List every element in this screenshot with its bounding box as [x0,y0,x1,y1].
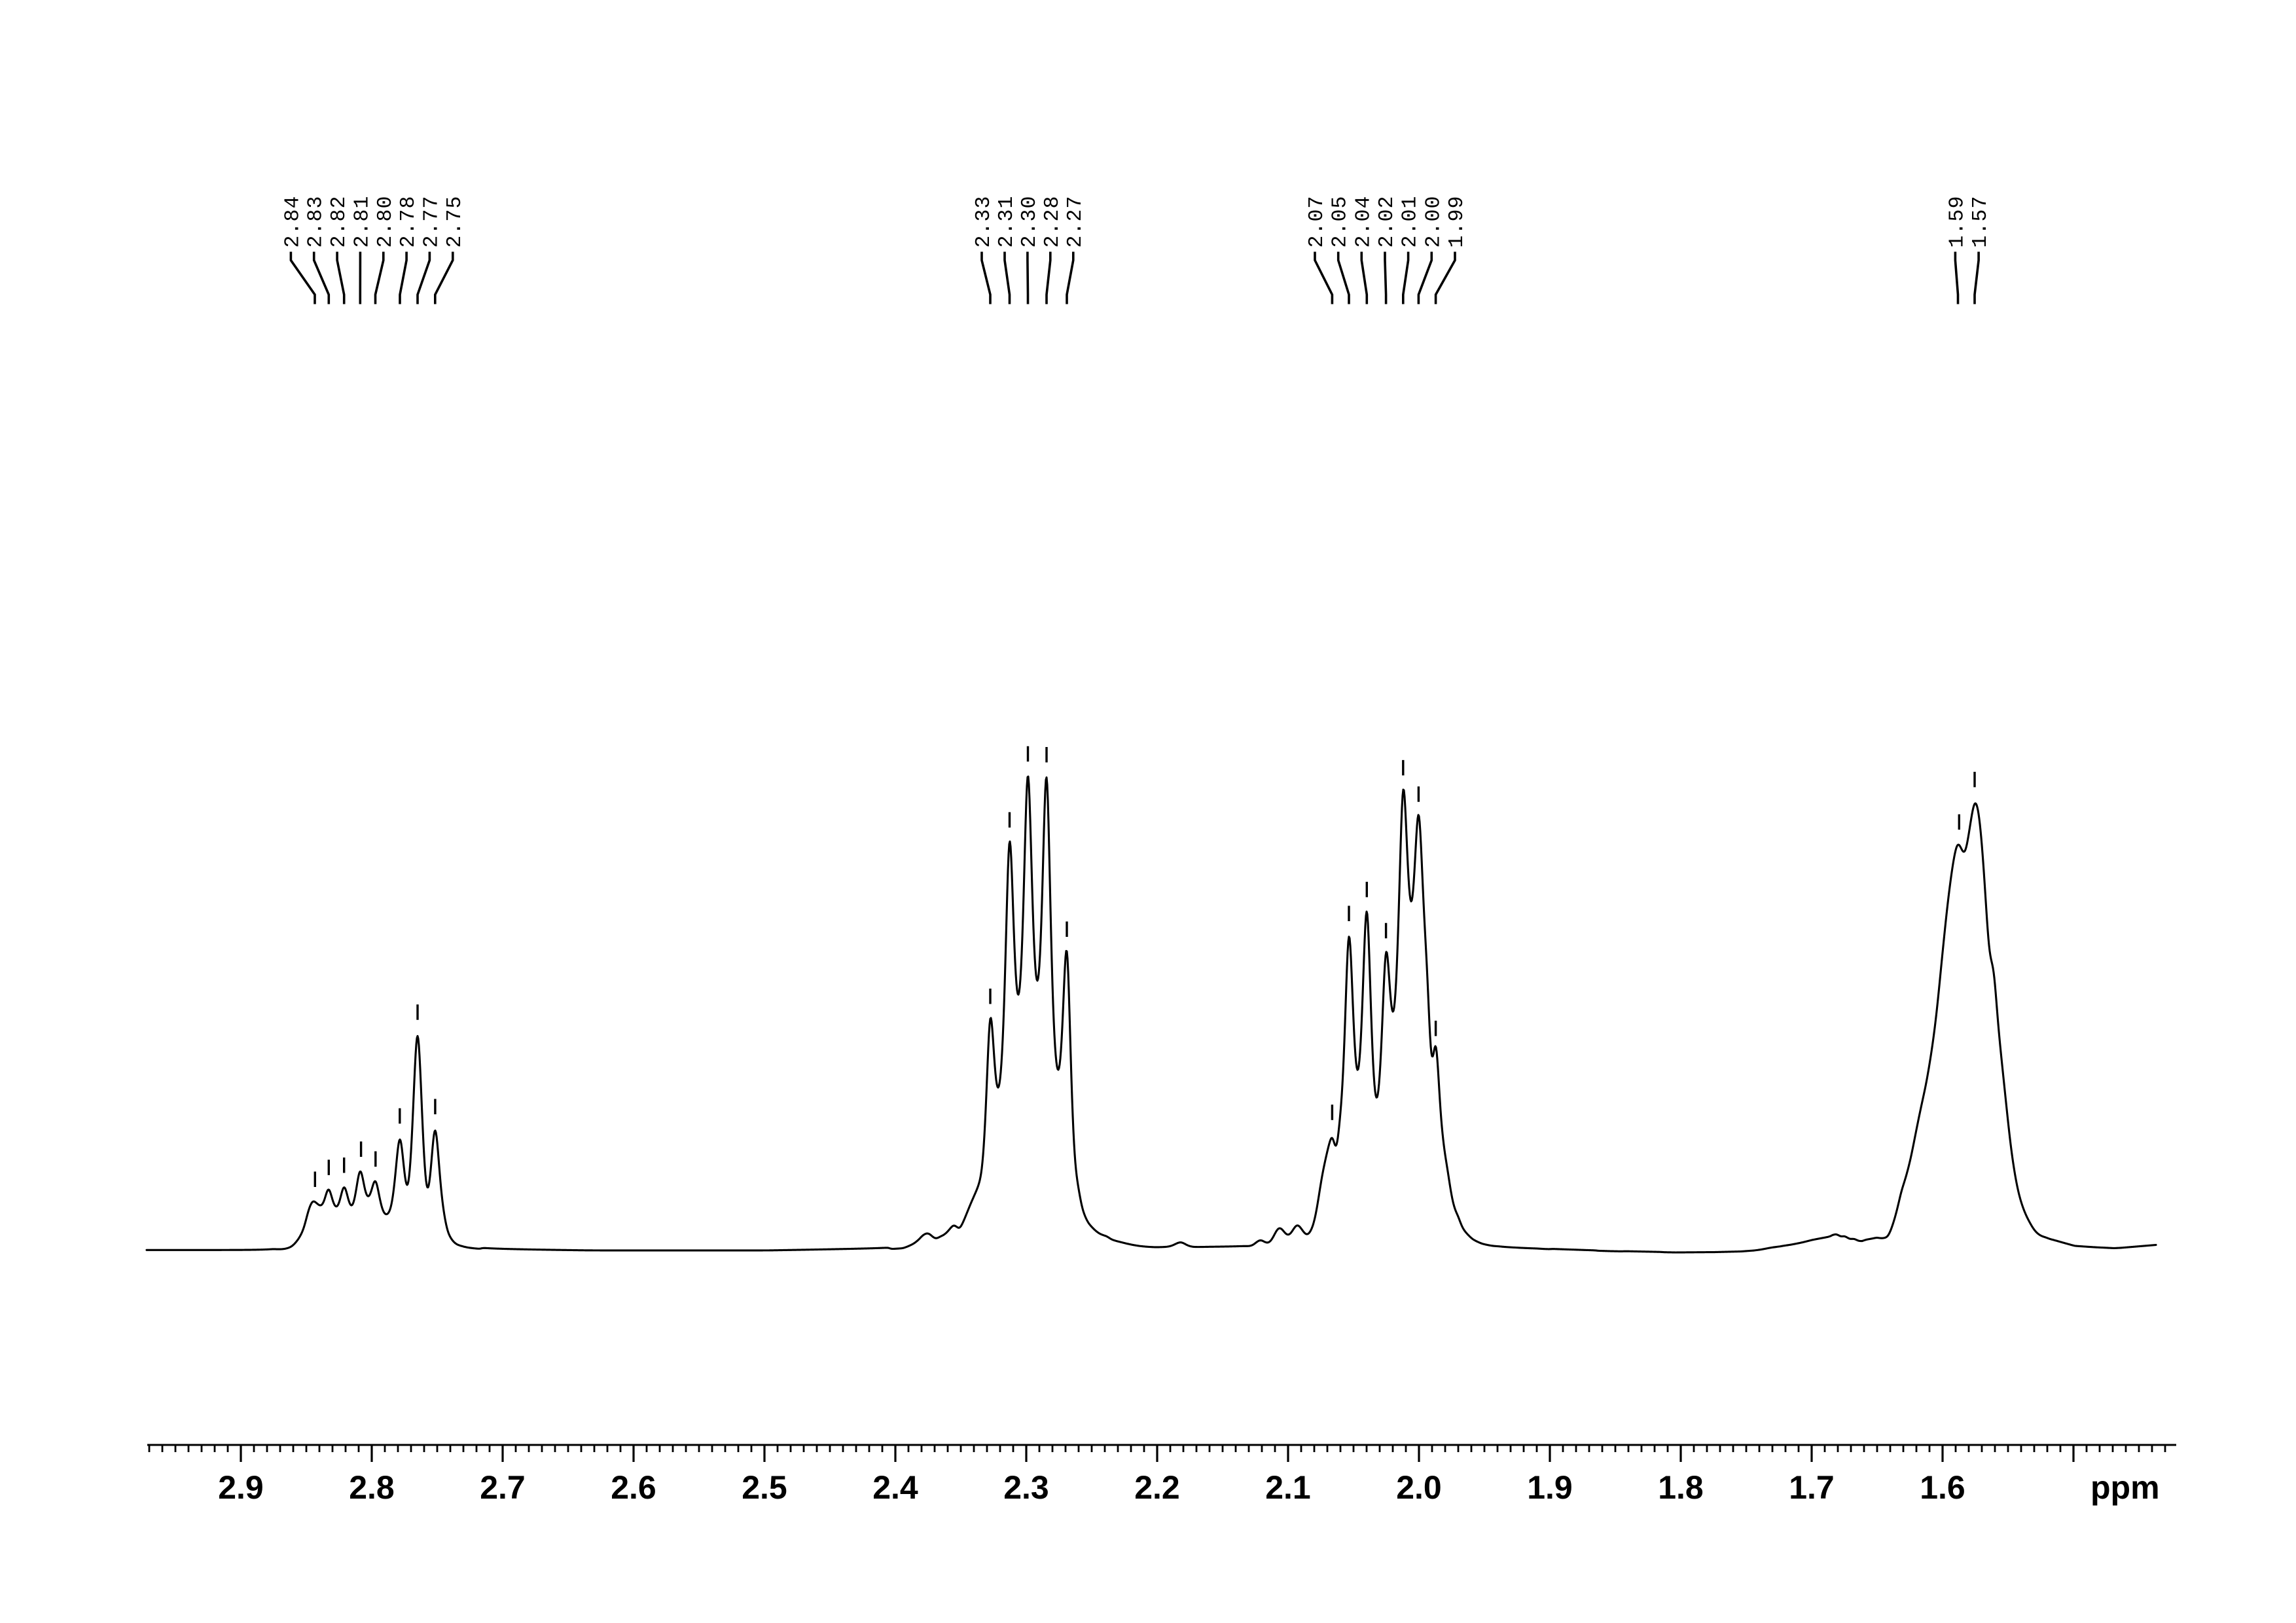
svg-text:1.7: 1.7 [1789,1469,1835,1506]
svg-text:2.6: 2.6 [611,1469,656,1506]
svg-text:2.01: 2.01 [1399,195,1422,247]
svg-text:1.9: 1.9 [1527,1469,1573,1506]
svg-text:2.3: 2.3 [1003,1469,1049,1506]
svg-text:2.4: 2.4 [872,1469,918,1506]
svg-text:2.30: 2.30 [1018,195,1041,247]
svg-text:2.81: 2.81 [351,195,374,247]
svg-text:2.00: 2.00 [1422,195,1445,247]
svg-text:2.1: 2.1 [1265,1469,1311,1506]
svg-text:1.99: 1.99 [1446,195,1469,247]
svg-text:2.5: 2.5 [742,1469,787,1506]
svg-text:1.59: 1.59 [1946,195,1969,247]
svg-text:2.0: 2.0 [1396,1469,1442,1506]
svg-text:1.57: 1.57 [1969,195,1992,247]
svg-text:2.7: 2.7 [480,1469,526,1506]
svg-text:2.28: 2.28 [1041,195,1064,247]
svg-text:2.9: 2.9 [218,1469,264,1506]
svg-text:2.75: 2.75 [444,195,467,247]
svg-text:2.33: 2.33 [973,195,996,247]
svg-text:2.84: 2.84 [281,195,304,247]
svg-text:2.77: 2.77 [420,195,443,247]
svg-text:ppm: ppm [2090,1469,2160,1506]
svg-text:2.04: 2.04 [1352,195,1375,247]
svg-text:2.05: 2.05 [1329,195,1352,247]
svg-text:2.27: 2.27 [1064,195,1087,247]
svg-text:2.07: 2.07 [1306,195,1329,247]
svg-text:1.8: 1.8 [1658,1469,1704,1506]
svg-text:2.02: 2.02 [1376,195,1399,247]
svg-text:2.78: 2.78 [397,195,420,247]
svg-text:2.31: 2.31 [996,195,1018,247]
svg-text:2.2: 2.2 [1134,1469,1180,1506]
svg-text:2.80: 2.80 [374,195,397,247]
svg-text:2.83: 2.83 [305,195,328,247]
svg-text:2.8: 2.8 [349,1469,395,1506]
svg-text:2.82: 2.82 [328,195,351,247]
svg-text:1.6: 1.6 [1920,1469,1965,1506]
